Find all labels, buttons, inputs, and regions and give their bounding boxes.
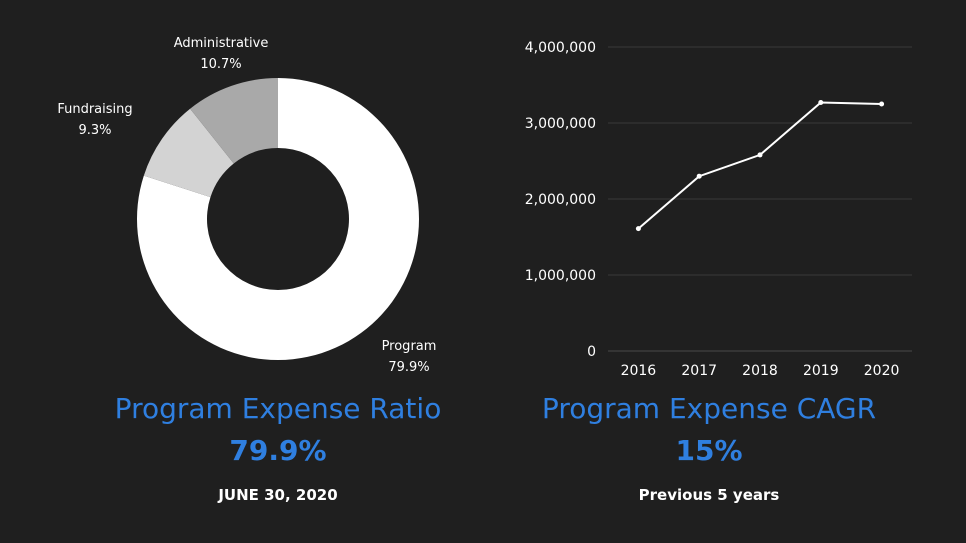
slice-label-fundraising: Fundraising <box>57 102 132 117</box>
x-tick-label: 2016 <box>621 363 657 379</box>
ratio-date: JUNE 30, 2020 <box>218 486 338 504</box>
donut-slice-administrative <box>190 78 278 164</box>
series-line-group <box>635 99 885 232</box>
data-point-2017 <box>696 173 702 179</box>
donut-slice-fundraising <box>143 108 234 198</box>
expense-donut-chart: Program 79.9% Fundraising 9.3% Administrativ… <box>57 36 436 375</box>
donut-slice-program <box>136 78 419 361</box>
x-tick-label: 2019 <box>803 363 839 379</box>
slice-label-administrative: Administrative <box>174 36 269 51</box>
y-tick-label: 2,000,000 <box>525 192 596 208</box>
slice-label-program: Program <box>382 339 437 354</box>
series-line <box>637 101 882 230</box>
data-point-2016 <box>635 226 641 232</box>
x-tick-label: 2017 <box>681 363 717 379</box>
y-tick-label: 0 <box>587 344 596 360</box>
y-gridlines <box>608 46 912 352</box>
x-tick-label: 2020 <box>864 363 900 379</box>
cagr-period: Previous 5 years <box>638 486 780 504</box>
y-axis-ticks: 0 1,000,000 2,000,000 3,000,000 4,000,000 <box>525 40 596 360</box>
ratio-value: 79.9% <box>229 434 327 467</box>
y-tick-label: 4,000,000 <box>525 40 596 56</box>
slice-value-fundraising: 9.3% <box>78 123 111 138</box>
y-tick-label: 3,000,000 <box>525 116 596 132</box>
x-axis-ticks: 2016 2017 2018 2019 2020 <box>621 363 900 379</box>
ratio-title: Program Expense Ratio <box>114 392 442 425</box>
cagr-title: Program Expense CAGR <box>541 392 877 425</box>
slice-value-administrative: 10.7% <box>200 57 241 72</box>
expense-line-chart: 0 1,000,000 2,000,000 3,000,000 4,000,000 20… <box>525 40 912 379</box>
data-point-2018 <box>757 152 763 158</box>
data-point-2020 <box>879 101 885 107</box>
y-tick-label: 1,000,000 <box>525 268 596 284</box>
x-tick-label: 2018 <box>742 363 778 379</box>
data-point-2019 <box>818 99 824 105</box>
cagr-value: 15% <box>675 434 743 467</box>
slice-value-program: 79.9% <box>388 360 429 375</box>
